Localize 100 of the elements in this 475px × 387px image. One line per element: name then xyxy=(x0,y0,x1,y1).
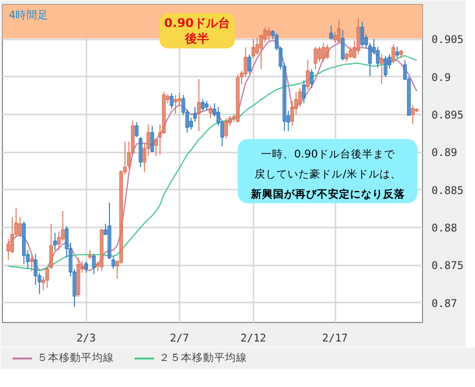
candlestick xyxy=(197,78,201,132)
candlestick xyxy=(134,122,139,138)
candlestick xyxy=(352,40,356,60)
candlestick xyxy=(174,94,178,114)
candlestick xyxy=(127,141,131,170)
candlestick xyxy=(325,44,330,60)
candlestick xyxy=(270,30,275,40)
candlestick xyxy=(414,108,419,113)
candlestick xyxy=(321,42,326,62)
candlestick xyxy=(100,228,104,272)
candlestick xyxy=(162,91,166,135)
candlestick xyxy=(158,124,162,155)
x-tick-label: 2/17 xyxy=(322,332,348,344)
candlestick xyxy=(403,60,407,80)
candlestick xyxy=(115,260,120,280)
candlestick xyxy=(224,118,228,140)
candlestick xyxy=(329,25,333,40)
candlestick xyxy=(255,37,260,56)
candlestick xyxy=(170,92,174,109)
candlestick xyxy=(138,136,142,168)
band-label: 0.90ドル台後半 xyxy=(164,16,230,46)
candlestick xyxy=(104,223,108,236)
candlestick xyxy=(108,202,112,260)
candlestick xyxy=(6,238,10,260)
candlestick xyxy=(68,242,72,278)
candlestick xyxy=(259,34,263,70)
candlestick xyxy=(310,68,314,89)
candlestick xyxy=(282,62,286,132)
chart-title: 4時間足 xyxy=(8,8,49,22)
candlestick xyxy=(368,42,372,77)
candlestick xyxy=(57,230,61,251)
candlestick xyxy=(111,256,116,270)
candlestick xyxy=(348,46,352,58)
candlestick xyxy=(360,21,364,48)
candlestick xyxy=(178,92,182,106)
candlestick xyxy=(212,102,216,118)
annotation: 新興国が再び不安定になり反落 xyxy=(250,188,406,201)
candlestick xyxy=(290,100,294,126)
annotation: 一時、0.90ドル台後半まで xyxy=(261,147,396,160)
y-tick-label: 0.89 xyxy=(432,146,458,160)
candlestick xyxy=(92,253,96,275)
candlestick xyxy=(49,223,53,270)
candlestick xyxy=(142,143,146,172)
candlestick xyxy=(228,116,232,126)
candlestick xyxy=(286,110,290,132)
candlestick xyxy=(88,250,92,260)
candlestick xyxy=(53,232,57,251)
candlestick xyxy=(189,117,193,130)
legend-label: ２５本移動平均線 xyxy=(159,351,247,365)
candlestick xyxy=(391,44,396,64)
candlestick xyxy=(166,94,170,104)
candlestick xyxy=(38,272,42,294)
candlestick xyxy=(376,46,380,68)
annotation: 戻していた豪ドル/米ドルは、 xyxy=(254,167,402,180)
candlestick xyxy=(26,250,30,270)
candlestick xyxy=(267,26,271,42)
candlestick xyxy=(146,124,150,156)
candlestick xyxy=(34,253,38,286)
y-tick-label: 0.875 xyxy=(432,259,464,272)
candlestick xyxy=(18,216,22,238)
candlestick xyxy=(384,55,388,78)
candlestick xyxy=(364,34,368,49)
candlestick xyxy=(344,51,349,62)
candlestick xyxy=(302,80,306,104)
candlestick xyxy=(22,221,26,264)
candlestick xyxy=(193,106,197,123)
y-tick-label: 0.885 xyxy=(432,184,464,197)
candlestick xyxy=(356,18,360,55)
candlestick xyxy=(45,266,50,288)
candlestick xyxy=(407,76,411,116)
candlestick xyxy=(278,46,282,70)
legend-label: ５本移動平均線 xyxy=(37,351,114,365)
x-tick-label: 2/7 xyxy=(170,332,190,344)
candlestick xyxy=(123,141,127,176)
candlestick xyxy=(185,108,190,134)
candlestick xyxy=(380,54,384,84)
candlestick xyxy=(388,54,392,70)
candlestick xyxy=(200,98,205,112)
candlestick xyxy=(96,260,100,272)
candlestick xyxy=(204,100,209,112)
candlestick xyxy=(76,257,80,298)
candlestick xyxy=(119,170,123,264)
candlestick xyxy=(314,46,318,70)
candlestick xyxy=(216,106,220,126)
y-tick-label: 0.905 xyxy=(432,33,464,46)
candlestick xyxy=(220,120,224,147)
candlestick xyxy=(340,30,345,61)
candlestick xyxy=(208,104,212,119)
candlestick xyxy=(395,46,400,58)
candlestick xyxy=(251,38,256,58)
candlestick xyxy=(399,49,403,58)
candlestick xyxy=(232,113,236,123)
candlestick xyxy=(236,74,240,124)
candlestick xyxy=(298,88,302,108)
candlestick xyxy=(318,46,322,62)
candlestick xyxy=(248,54,252,74)
candlestick xyxy=(64,226,69,258)
candlestick xyxy=(41,276,46,291)
x-tick-label: 2/12 xyxy=(240,332,266,344)
candlestick xyxy=(333,31,337,44)
